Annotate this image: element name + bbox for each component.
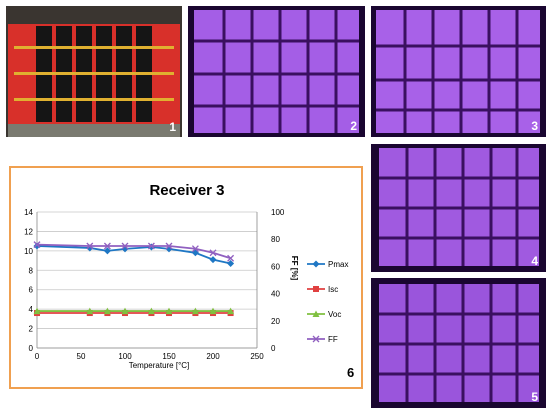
data-point-ff: [165, 242, 173, 250]
y2-tick-label: 80: [271, 235, 280, 244]
el-image-panel-5: 5: [371, 278, 546, 408]
x-tick-label: 0: [35, 352, 40, 361]
el-image-panel-4: 4: [371, 144, 546, 272]
data-point-ff: [33, 241, 41, 249]
legend-item-voc: Voc: [307, 310, 341, 319]
y-tick-label: 8: [29, 266, 34, 275]
x-tick-label: 50: [77, 352, 86, 361]
data-point-pmax: [165, 245, 173, 253]
el-image-4: [371, 144, 546, 272]
data-point-voc: [165, 307, 173, 315]
legend-marker-isc: [313, 286, 319, 292]
legend-item-pmax: Pmax: [307, 260, 348, 269]
chart-title: Receiver 3: [149, 182, 224, 199]
data-point-ff: [121, 242, 129, 250]
data-point-pmax: [33, 242, 41, 250]
legend-label-ff: FF: [328, 335, 338, 344]
data-point-voc: [191, 307, 199, 315]
y2-axis-label: FF [%]: [290, 256, 299, 281]
marker-x-stroke: [312, 335, 320, 343]
data-point-voc: [33, 307, 41, 315]
chart-axes: 0 2 4 6 8 10 12 14 0 20 40 60 80 100 0 50 100 150 200 250: [24, 208, 285, 361]
data-point-voc: [121, 307, 129, 315]
marker-x-stroke: [86, 242, 94, 250]
data-point-ff: [191, 245, 199, 253]
y-tick-label: 2: [29, 325, 34, 334]
data-point-pmax: [227, 259, 235, 267]
y-tick-label: 12: [24, 227, 33, 236]
receiver-photo-image: [6, 6, 182, 137]
legend-label-isc: Isc: [328, 285, 338, 294]
data-point-voc: [147, 307, 155, 315]
data-point-ff: [227, 254, 235, 262]
receiver-chart-panel: Receiver 3 0 2 4 6 8 10 12 14 0 20 40 60 80 100 0 50 100…: [9, 166, 363, 389]
panel-number-1: 1: [169, 120, 176, 134]
y2-tick-label: 0: [271, 344, 276, 353]
y2-tick-label: 20: [271, 317, 280, 326]
x-axis-label: Temperature [°C]: [129, 361, 190, 370]
legend-marker-pmax: [312, 260, 320, 268]
marker-x-stroke: [227, 254, 235, 262]
legend-marker-voc: [312, 310, 320, 317]
data-point-voc: [103, 307, 111, 315]
data-point-ff: [86, 242, 94, 250]
data-point-pmax: [103, 247, 111, 255]
data-point-voc: [86, 307, 94, 315]
x-tick-label: 100: [118, 352, 132, 361]
y-tick-label: 10: [24, 247, 33, 256]
el-image-2: [188, 6, 365, 137]
series-ff: [33, 241, 235, 262]
marker-x-stroke: [33, 241, 41, 249]
marker-x-stroke: [147, 242, 155, 250]
marker-x-stroke: [165, 242, 173, 250]
x-tick-label: 150: [162, 352, 176, 361]
panel-number-5: 5: [531, 390, 538, 404]
data-point-pmax: [209, 256, 217, 264]
marker-x-stroke: [191, 245, 199, 253]
y-tick-label: 0: [29, 344, 34, 353]
chart-legend: Pmax Isc Voc FF: [307, 260, 348, 344]
data-point-voc: [227, 307, 235, 315]
y-tick-label: 6: [29, 286, 34, 295]
panel-number-3: 3: [531, 119, 538, 133]
data-point-ff: [103, 242, 111, 250]
legend-label-pmax: Pmax: [328, 260, 348, 269]
series-voc: [33, 307, 235, 315]
chart-series: [33, 241, 235, 317]
y-tick-label: 14: [24, 208, 33, 217]
y-tick-label: 4: [29, 305, 34, 314]
marker-x-stroke: [121, 242, 129, 250]
chart-gridlines: [37, 211, 257, 349]
marker-x-stroke: [209, 249, 217, 257]
data-point-voc: [209, 307, 217, 315]
marker-x-stroke: [103, 242, 111, 250]
el-image-3: [371, 6, 546, 137]
panel-number-2: 2: [350, 119, 357, 133]
x-tick-label: 250: [250, 352, 264, 361]
el-image-panel-2: 2: [188, 6, 365, 137]
data-point-ff: [147, 242, 155, 250]
y2-tick-label: 100: [271, 208, 285, 217]
x-tick-label: 200: [206, 352, 220, 361]
receiver-chart: Receiver 3 0 2 4 6 8 10 12 14 0 20 40 60 80 100 0 50 100…: [24, 182, 354, 380]
legend-marker-ff: [312, 335, 320, 343]
legend-item-ff: FF: [307, 335, 338, 344]
y2-tick-label: 60: [271, 262, 280, 271]
receiver-photo-panel: 1: [6, 6, 182, 137]
legend-item-isc: Isc: [307, 285, 338, 294]
el-image-5: [371, 278, 546, 408]
panel-number-6: 6: [347, 365, 354, 380]
y2-tick-label: 40: [271, 290, 280, 299]
legend-label-voc: Voc: [328, 310, 341, 319]
data-point-pmax: [121, 245, 129, 253]
data-point-pmax: [147, 243, 155, 251]
el-image-panel-3: 3: [371, 6, 546, 137]
series-pmax: [33, 242, 235, 267]
receiver-busbars: [14, 46, 174, 101]
data-point-ff: [209, 249, 217, 257]
panel-number-4: 4: [531, 254, 538, 268]
series-line-pmax: [36, 245, 231, 265]
